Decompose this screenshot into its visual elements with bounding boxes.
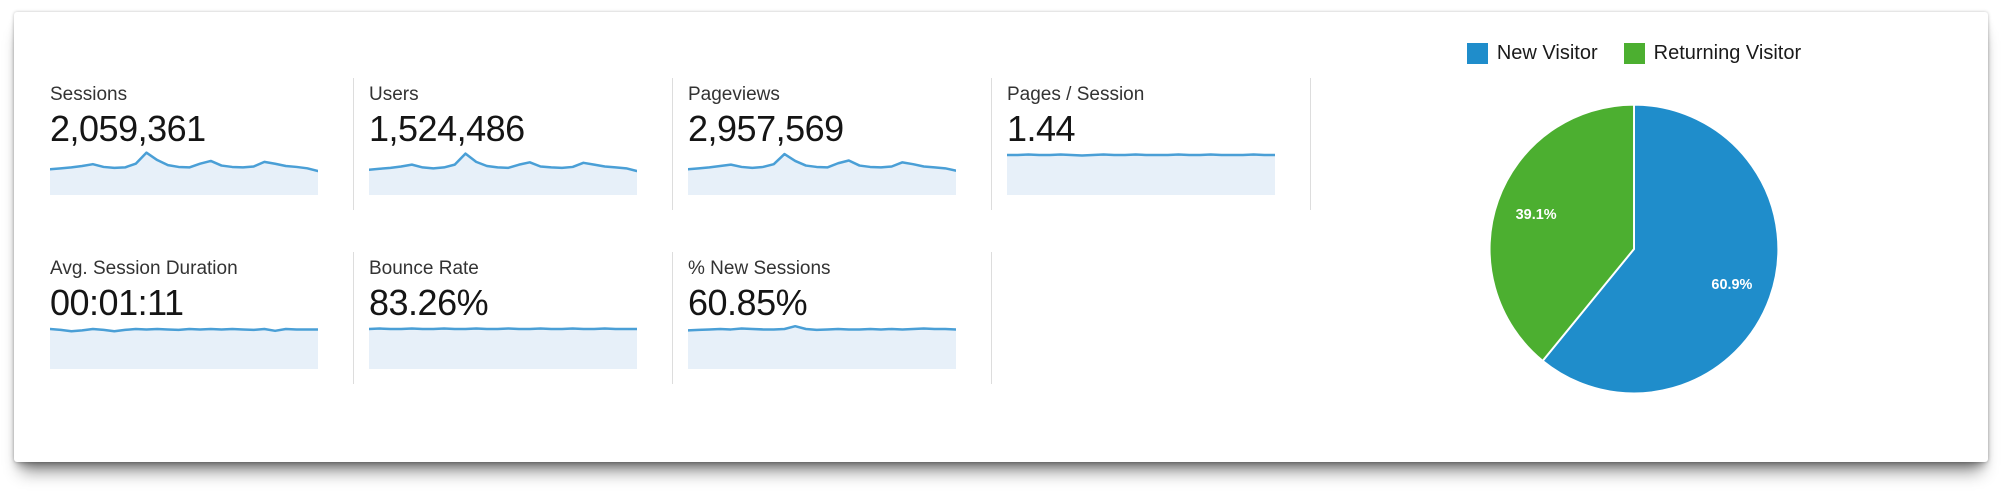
pie-slice-label-1: 39.1% — [1516, 207, 1557, 223]
metric-value: 60.85% — [688, 282, 808, 323]
sparkline-sessions — [50, 151, 318, 195]
sparkline-area — [688, 326, 956, 369]
pie-chart-wrap: 60.9% 39.1% — [1480, 95, 1788, 403]
metric-value: 1.44 — [1007, 108, 1076, 149]
metric-card-avg-session-duration[interactable]: Avg. Session Duration 00:01:11 — [35, 252, 354, 384]
metric-label: Bounce Rate — [369, 258, 479, 279]
metric-value: 00:01:11 — [50, 282, 184, 323]
sparkline-line — [688, 152, 956, 172]
sparkline-area — [1007, 154, 1275, 195]
metric-value: 2,059,361 — [50, 108, 206, 149]
metric-card-users[interactable]: Users 1,524,486 — [354, 78, 673, 210]
legend-label: Returning Visitor — [1653, 42, 1802, 64]
metric-card-sessions[interactable]: Sessions 2,059,361 — [35, 78, 354, 210]
sparkline-line — [1007, 153, 1275, 157]
returning-visitor-swatch-icon — [1623, 43, 1645, 64]
sparkline-area — [50, 328, 318, 369]
sparkline-area — [688, 154, 956, 195]
metric-label: Sessions — [50, 84, 128, 105]
metric-label: Pageviews — [688, 84, 780, 105]
metric-card-pages-per-session[interactable]: Pages / Session 1.44 — [992, 78, 1311, 210]
sparkline-line — [50, 151, 318, 173]
sparkline-new-sessions — [688, 324, 956, 369]
metric-value: 83.26% — [369, 282, 489, 323]
metrics-row-2: Avg. Session Duration 00:01:11 Bounce Ra… — [35, 252, 992, 384]
sparkline-area — [369, 328, 637, 369]
sparkline-bounce-rate — [369, 327, 637, 369]
sparkline-pageviews — [688, 152, 956, 195]
metric-label: % New Sessions — [688, 258, 831, 279]
metric-card-pageviews[interactable]: Pageviews 2,957,569 — [673, 78, 992, 210]
pie-legend: New Visitor Returning Visitor — [1466, 42, 1802, 65]
metric-value: 1,524,486 — [369, 108, 525, 149]
sparkline-line — [50, 327, 318, 333]
metric-label: Users — [369, 84, 419, 105]
analytics-overview-panel: Sessions 2,059,361 Users 1,524,486 Pagev… — [14, 12, 1988, 462]
metric-label: Avg. Session Duration — [50, 258, 238, 279]
sparkline-users — [369, 152, 637, 195]
sparkline-avg-session-duration — [50, 327, 318, 369]
metric-label: Pages / Session — [1007, 84, 1145, 105]
legend-label: New Visitor — [1496, 42, 1598, 64]
pie-slice-1 — [1488, 103, 1635, 363]
metric-value: 2,957,569 — [688, 108, 844, 149]
sparkline-line — [369, 152, 637, 173]
new-visitor-swatch-icon — [1466, 43, 1488, 64]
visitors-pie: 60.9% 39.1% — [1488, 103, 1780, 395]
pie-slice-0 — [1541, 103, 1780, 395]
metrics-row-1: Sessions 2,059,361 Users 1,524,486 Pagev… — [35, 78, 1311, 210]
pie-slice-label-0: 60.9% — [1711, 277, 1752, 293]
sparkline-area — [50, 152, 318, 195]
sparkline-area — [369, 153, 637, 195]
metric-card-bounce-rate[interactable]: Bounce Rate 83.26% — [354, 252, 673, 384]
sparkline-line — [688, 324, 956, 332]
metric-card-new-sessions[interactable]: % New Sessions 60.85% — [673, 252, 992, 384]
visitor-type-chart-section: New Visitor Returning Visitor 60.9% 39.1% — [1264, 42, 2002, 403]
sparkline-pages-per-session — [1007, 153, 1275, 195]
legend-item-returning-visitor: Returning Visitor — [1623, 42, 1802, 65]
legend-item-new-visitor: New Visitor — [1466, 42, 1598, 65]
